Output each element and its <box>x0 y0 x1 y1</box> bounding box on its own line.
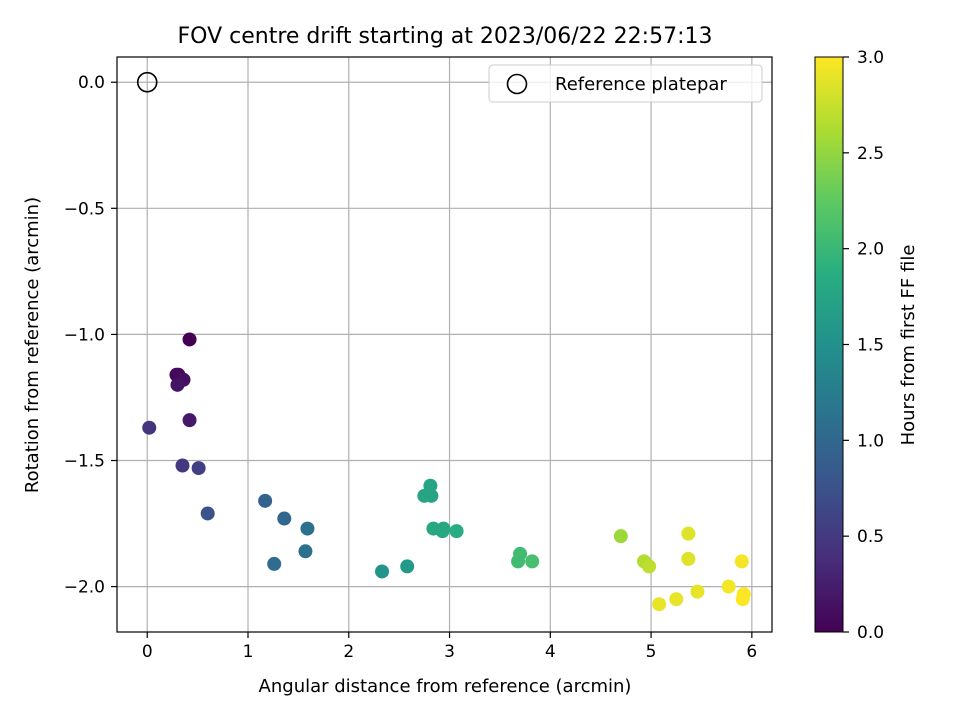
data-point <box>690 584 705 599</box>
data-point <box>525 554 540 569</box>
x-tick-label: 0 <box>142 642 153 662</box>
colorbar-tick-label: 0.5 <box>857 527 884 547</box>
data-point <box>681 526 696 541</box>
y-axis-ticks: 0.0 −0.5 −1.0 −1.5 −2.0 <box>64 73 117 598</box>
data-point <box>449 524 464 539</box>
data-point <box>298 544 313 559</box>
data-point <box>375 564 390 579</box>
colorbar-tick-label: 1.0 <box>857 431 884 451</box>
data-point <box>400 559 415 574</box>
plot-frame <box>116 56 773 633</box>
data-point <box>191 461 206 476</box>
colorbar-tick-label: 2.0 <box>857 240 884 260</box>
x-tick-label: 3 <box>444 642 455 662</box>
y-tick-label: −1.5 <box>64 452 105 472</box>
data-point <box>511 554 526 569</box>
data-point <box>721 579 736 594</box>
legend-box <box>488 64 763 103</box>
data-point <box>652 597 667 612</box>
data-point <box>170 377 185 392</box>
data-point <box>142 420 157 435</box>
x-axis-label: Angular distance from reference (arcmin) <box>259 676 632 697</box>
y-axis-label: Rotation from reference (arcmin) <box>22 197 43 493</box>
legend-marker-open-circle <box>506 73 528 95</box>
reference-point <box>136 71 158 93</box>
y-tick-label: 0.0 <box>78 73 105 93</box>
colorbar-gradient <box>814 56 844 633</box>
y-tick-label: −0.5 <box>64 199 105 219</box>
data-point <box>277 511 292 526</box>
data-points <box>142 332 751 612</box>
colorbar: 0.0 0.5 1.0 1.5 2.0 2.5 3.0 Hours from first F… <box>814 48 919 643</box>
data-point <box>175 458 190 473</box>
x-tick-label: 5 <box>646 642 657 662</box>
data-point <box>424 488 439 503</box>
y-tick-label: −1.0 <box>64 325 105 345</box>
colorbar-ticks: 0.0 0.5 1.0 1.5 2.0 2.5 3.0 <box>843 48 884 643</box>
legend-label: Reference platepar <box>555 74 727 95</box>
data-point <box>200 506 215 521</box>
colorbar-tick-label: 1.5 <box>857 336 884 356</box>
x-tick-label: 1 <box>243 642 254 662</box>
colorbar-tick-label: 2.5 <box>857 144 884 164</box>
chart-title: FOV centre drift starting at 2023/06/22 … <box>178 24 713 49</box>
y-tick-label: −2.0 <box>64 578 105 598</box>
legend: Reference platepar <box>488 64 763 103</box>
data-point <box>258 493 273 508</box>
data-point <box>182 413 197 428</box>
data-point <box>613 529 628 544</box>
x-tick-label: 2 <box>343 642 354 662</box>
x-tick-label: 6 <box>746 642 757 662</box>
data-point <box>735 592 750 607</box>
x-axis-ticks: 0 1 2 3 4 5 6 <box>142 632 757 662</box>
data-point <box>300 521 315 536</box>
data-point <box>681 551 696 566</box>
colorbar-tick-label: 0.0 <box>857 623 884 643</box>
data-point <box>182 332 197 347</box>
data-point <box>423 478 438 493</box>
data-point <box>267 556 282 571</box>
colorbar-tick-label: 3.0 <box>857 48 884 68</box>
data-point <box>435 524 450 539</box>
data-point <box>669 592 684 607</box>
colorbar-label: Hours from first FF file <box>898 245 919 446</box>
x-tick-label: 4 <box>545 642 556 662</box>
data-point <box>734 554 749 569</box>
grid <box>117 57 772 632</box>
data-point <box>642 559 657 574</box>
